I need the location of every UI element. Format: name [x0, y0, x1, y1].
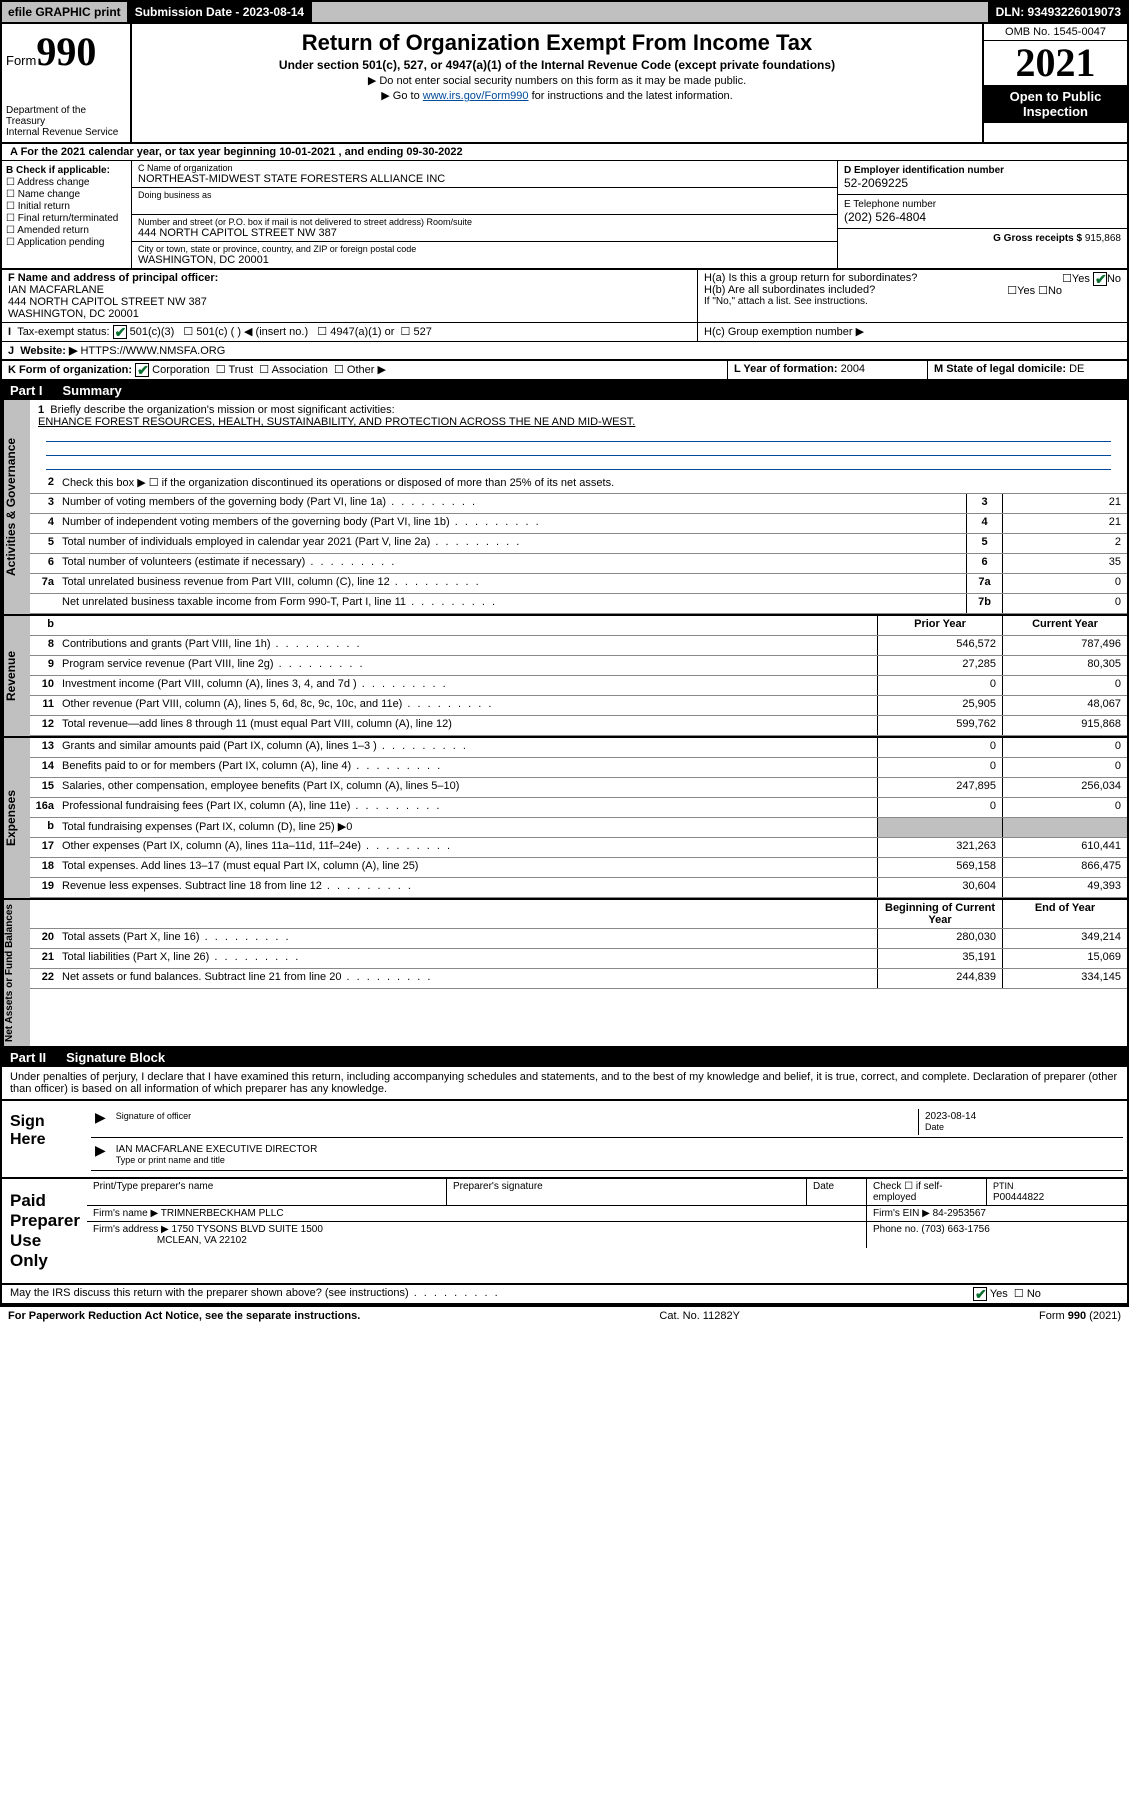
chk-corp[interactable]	[135, 363, 149, 377]
form-title: Return of Organization Exempt From Incom…	[138, 30, 976, 56]
part2-header: Part II Signature Block	[2, 1048, 1127, 1067]
perjury-text: Under penalties of perjury, I declare th…	[2, 1067, 1127, 1099]
form-subtitle: Under section 501(c), 527, or 4947(a)(1)…	[138, 58, 976, 72]
box-c: C Name of organization NORTHEAST-MIDWEST…	[132, 161, 837, 268]
section-revenue: Revenue bPrior YearCurrent Year 8Contrib…	[2, 616, 1127, 738]
page-footer: For Paperwork Reduction Act Notice, see …	[0, 1307, 1129, 1325]
gross-receipts: 915,868	[1085, 233, 1121, 244]
form-header: Form 990 Department of the Treasury Inte…	[2, 24, 1127, 144]
vtab-netassets: Net Assets or Fund Balances	[2, 900, 30, 1046]
org-city: WASHINGTON, DC 20001	[138, 254, 831, 266]
arrow-icon: ▶	[95, 1109, 106, 1135]
section-governance: Activities & Governance 1 Briefly descri…	[2, 400, 1127, 616]
chk-pending[interactable]: Application pending	[6, 237, 127, 248]
box-b: B Check if applicable: Address change Na…	[2, 161, 132, 268]
tax-year: 2021	[984, 41, 1127, 85]
line-a: A For the 2021 calendar year, or tax yea…	[2, 144, 1127, 161]
open-public: Open to Public Inspection	[984, 85, 1127, 123]
chk-address[interactable]: Address change	[6, 177, 127, 188]
row-ij: I Tax-exempt status: 501(c)(3) ☐ 501(c) …	[2, 323, 1127, 342]
top-bar: efile GRAPHIC print Submission Date - 20…	[2, 2, 1127, 24]
header-middle: Return of Organization Exempt From Incom…	[132, 24, 982, 142]
form-prefix: Form	[6, 53, 36, 68]
row-website: J Website: ▶ HTTPS://WWW.NMSFA.ORG	[2, 342, 1127, 361]
vtab-governance: Activities & Governance	[2, 400, 30, 614]
ha-no[interactable]	[1093, 272, 1107, 286]
dept-treasury: Department of the Treasury	[6, 105, 126, 127]
mission-text: ENHANCE FOREST RESOURCES, HEALTH, SUSTAI…	[38, 416, 635, 428]
vtab-expenses: Expenses	[2, 738, 30, 898]
omb-number: OMB No. 1545-0047	[984, 24, 1127, 41]
header-left: Form 990 Department of the Treasury Inte…	[2, 24, 132, 142]
form-number: 990	[36, 28, 96, 75]
goto-note: ▶ Go to www.irs.gov/Form990 for instruct…	[138, 89, 976, 102]
irs-label: Internal Revenue Service	[6, 127, 126, 138]
dln: DLN: 93493226019073	[990, 2, 1127, 22]
row-klm: K Form of organization: Corporation ☐ Tr…	[2, 361, 1127, 381]
row-fh: F Name and address of principal officer:…	[2, 270, 1127, 323]
irs-link[interactable]: www.irs.gov/Form990	[423, 90, 529, 102]
section-expenses: Expenses 13Grants and similar amounts pa…	[2, 738, 1127, 900]
part1-header: Part I Summary	[2, 381, 1127, 400]
chk-final[interactable]: Final return/terminated	[6, 213, 127, 224]
vtab-revenue: Revenue	[2, 616, 30, 736]
org-name: NORTHEAST-MIDWEST STATE FORESTERS ALLIAN…	[138, 173, 831, 185]
section-netassets: Net Assets or Fund Balances Beginning of…	[2, 900, 1127, 1048]
topbar-spacer	[312, 2, 989, 22]
boxes-deg: D Employer identification number 52-2069…	[837, 161, 1127, 268]
ssn-note: ▶ Do not enter social security numbers o…	[138, 74, 976, 87]
arrow-icon: ▶	[95, 1142, 106, 1168]
phone: (202) 526-4804	[844, 210, 926, 224]
sign-here-block: Sign Here ▶ Signature of officer 2023-08…	[2, 1099, 1127, 1179]
form-container: efile GRAPHIC print Submission Date - 20…	[0, 0, 1129, 1307]
officer-name: IAN MACFARLANE	[8, 284, 104, 296]
discuss-yes[interactable]	[973, 1287, 987, 1301]
ein: 52-2069225	[844, 176, 908, 190]
header-right: OMB No. 1545-0047 2021 Open to Public In…	[982, 24, 1127, 142]
submission-date: Submission Date - 2023-08-14	[129, 2, 312, 22]
chk-name[interactable]: Name change	[6, 189, 127, 200]
website: HTTPS://WWW.NMSFA.ORG	[80, 345, 225, 357]
org-info-grid: B Check if applicable: Address change Na…	[2, 161, 1127, 270]
org-street: 444 NORTH CAPITOL STREET NW 387	[138, 227, 831, 239]
chk-501c3[interactable]	[113, 325, 127, 339]
efile-label: efile GRAPHIC print	[2, 2, 129, 22]
chk-amended[interactable]: Amended return	[6, 225, 127, 236]
chk-initial[interactable]: Initial return	[6, 201, 127, 212]
paid-preparer-block: Paid Preparer Use Only Print/Type prepar…	[2, 1179, 1127, 1285]
